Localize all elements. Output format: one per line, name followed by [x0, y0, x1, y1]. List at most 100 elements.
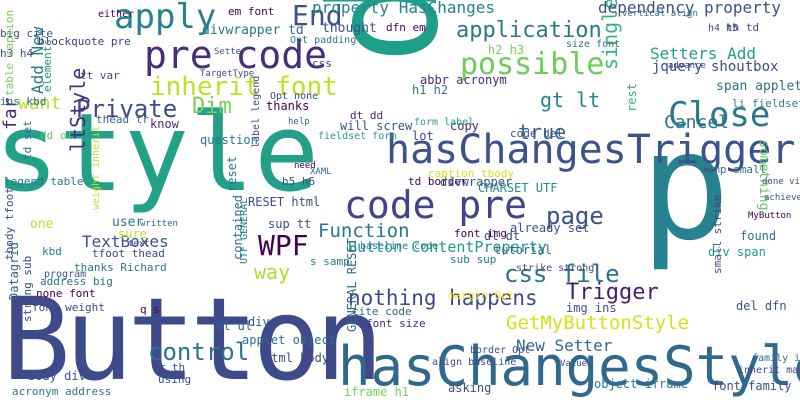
cloud-word: sub sup — [450, 253, 497, 266]
cloud-word: p — [640, 100, 731, 274]
cloud-word: true — [518, 120, 567, 144]
cloud-word: already set — [510, 221, 590, 235]
cloud-word: margin Opt — [448, 289, 515, 302]
cloud-word: div span — [708, 245, 766, 259]
cloud-word: td border — [408, 175, 468, 188]
cloud-word: WPF — [258, 229, 309, 262]
cloud-word: del dfn — [736, 299, 787, 313]
cloud-word: Private — [76, 95, 178, 123]
cloud-word: Button — [2, 273, 384, 400]
cloud-word: acronym address — [12, 385, 112, 398]
cloud-word: baseline code — [360, 241, 439, 252]
cloud-word: application — [456, 18, 602, 43]
cloud-word: control — [148, 338, 250, 366]
cloud-word: div — [248, 315, 270, 329]
cloud-word: elements — [41, 39, 54, 92]
cloud-word: need — [294, 161, 316, 171]
cloud-word: tbody tfoot — [3, 187, 16, 260]
cloud-word: user — [112, 215, 144, 230]
cloud-word: will screw — [340, 119, 413, 133]
cloud-word: form label — [414, 117, 475, 128]
cloud-word: TargetType — [200, 69, 255, 79]
cloud-word: address big — [40, 275, 113, 288]
cloud-word: strong sub — [21, 255, 34, 322]
cloud-word: dl dt — [484, 229, 521, 243]
cloud-word: dd ol — [40, 129, 74, 142]
cloud-word: jquery shoutbox — [652, 59, 779, 75]
cloud-word: font img — [454, 227, 507, 240]
cloud-word: style — [0, 91, 320, 216]
cloud-word: sure — [118, 227, 147, 241]
cloud-word: found — [740, 229, 777, 243]
cloud-word: UTF GENERAL — [239, 197, 250, 264]
cloud-word: kbd — [42, 245, 62, 258]
cloud-word: Button ContentProperty — [348, 238, 547, 256]
cloud-word: ol ul — [216, 319, 253, 333]
cloud-word: possible — [460, 47, 605, 82]
cloud-word: ins kbd — [0, 95, 47, 108]
cloud-word: either — [98, 9, 135, 20]
cloud-word: tr th — [152, 361, 186, 374]
cloud-word: GetMyButtonStyle — [506, 312, 690, 334]
cloud-word: css — [312, 57, 332, 70]
cloud-word: Setters Add — [650, 44, 756, 63]
cloud-word: li fieldset — [732, 97, 800, 110]
cloud-word: body div — [28, 369, 86, 383]
cloud-word: achieve — [764, 193, 800, 203]
cloud-word: End — [292, 0, 343, 32]
cloud-word: know — [150, 117, 179, 131]
cloud-word: Value — [560, 359, 588, 369]
cloud-word: big cite — [0, 27, 53, 40]
cloud-word: q s — [140, 303, 160, 316]
cloud-word: label legend — [251, 75, 262, 148]
cloud-word: th td — [726, 21, 760, 34]
cloud-word: caption tbody — [428, 167, 515, 180]
cloud-word: html body — [264, 351, 330, 365]
cloud-word: img ins — [566, 301, 617, 315]
cloud-word: iframe h1 — [344, 385, 410, 399]
cloud-word: Cancel — [664, 112, 730, 133]
cloud-word: table caption — [3, 9, 16, 96]
cloud-word: gt lt — [540, 88, 601, 112]
cloud-word: vertical align — [622, 9, 698, 19]
cloud-word: text — [128, 239, 150, 249]
cloud-word: sup tt — [268, 217, 312, 231]
cloud-word: font size — [366, 317, 426, 330]
cloud-word: question — [200, 133, 258, 147]
cloud-word: done via — [762, 177, 800, 187]
cloud-word: blockquote pre — [38, 35, 131, 48]
cloud-word: small strike — [711, 194, 724, 274]
cloud-word: one — [30, 217, 54, 232]
cloud-word: Opt none — [270, 91, 319, 102]
cloud-word: cite code — [352, 305, 412, 318]
cloud-word: h4 h5 — [708, 23, 739, 34]
cloud-word: page — [546, 202, 604, 230]
cloud-word: h2 h3 — [488, 43, 525, 57]
cloud-word: abbr acronym — [420, 73, 507, 87]
cloud-word: dt dd — [350, 109, 384, 122]
cloud-word: family inherit — [752, 353, 800, 364]
cloud-word: Dim — [192, 94, 232, 119]
cloud-word: code del — [510, 127, 563, 140]
cloud-word: New Setter — [516, 336, 613, 355]
cloud-word: written — [140, 219, 178, 229]
cloud-word: divwrapper — [440, 175, 513, 189]
cloud-word: fieldset form — [318, 131, 397, 142]
cloud-word: property HasChanges — [312, 0, 496, 17]
cloud-word: pre code — [144, 33, 328, 77]
cloud-word: inherit margin — [738, 365, 800, 376]
cloud-word: applet object — [242, 333, 336, 347]
cloud-word: weight inherit — [91, 125, 102, 210]
cloud-word: lot — [412, 129, 434, 143]
cloud-word: none font — [36, 287, 96, 300]
cloud-word: hasChangesTrigger — [386, 127, 796, 173]
cloud-word: samp small — [700, 163, 767, 176]
cloud-word: td set — [21, 120, 34, 160]
cloud-word: legend table — [4, 175, 84, 188]
cloud-word: divwrapper td — [202, 23, 304, 38]
cloud-word: span applet — [716, 79, 800, 94]
cloud-word: css file — [504, 260, 620, 288]
cloud-word: CHARSET UTF — [478, 181, 558, 195]
cloud-word: h1 h2 — [412, 83, 449, 97]
